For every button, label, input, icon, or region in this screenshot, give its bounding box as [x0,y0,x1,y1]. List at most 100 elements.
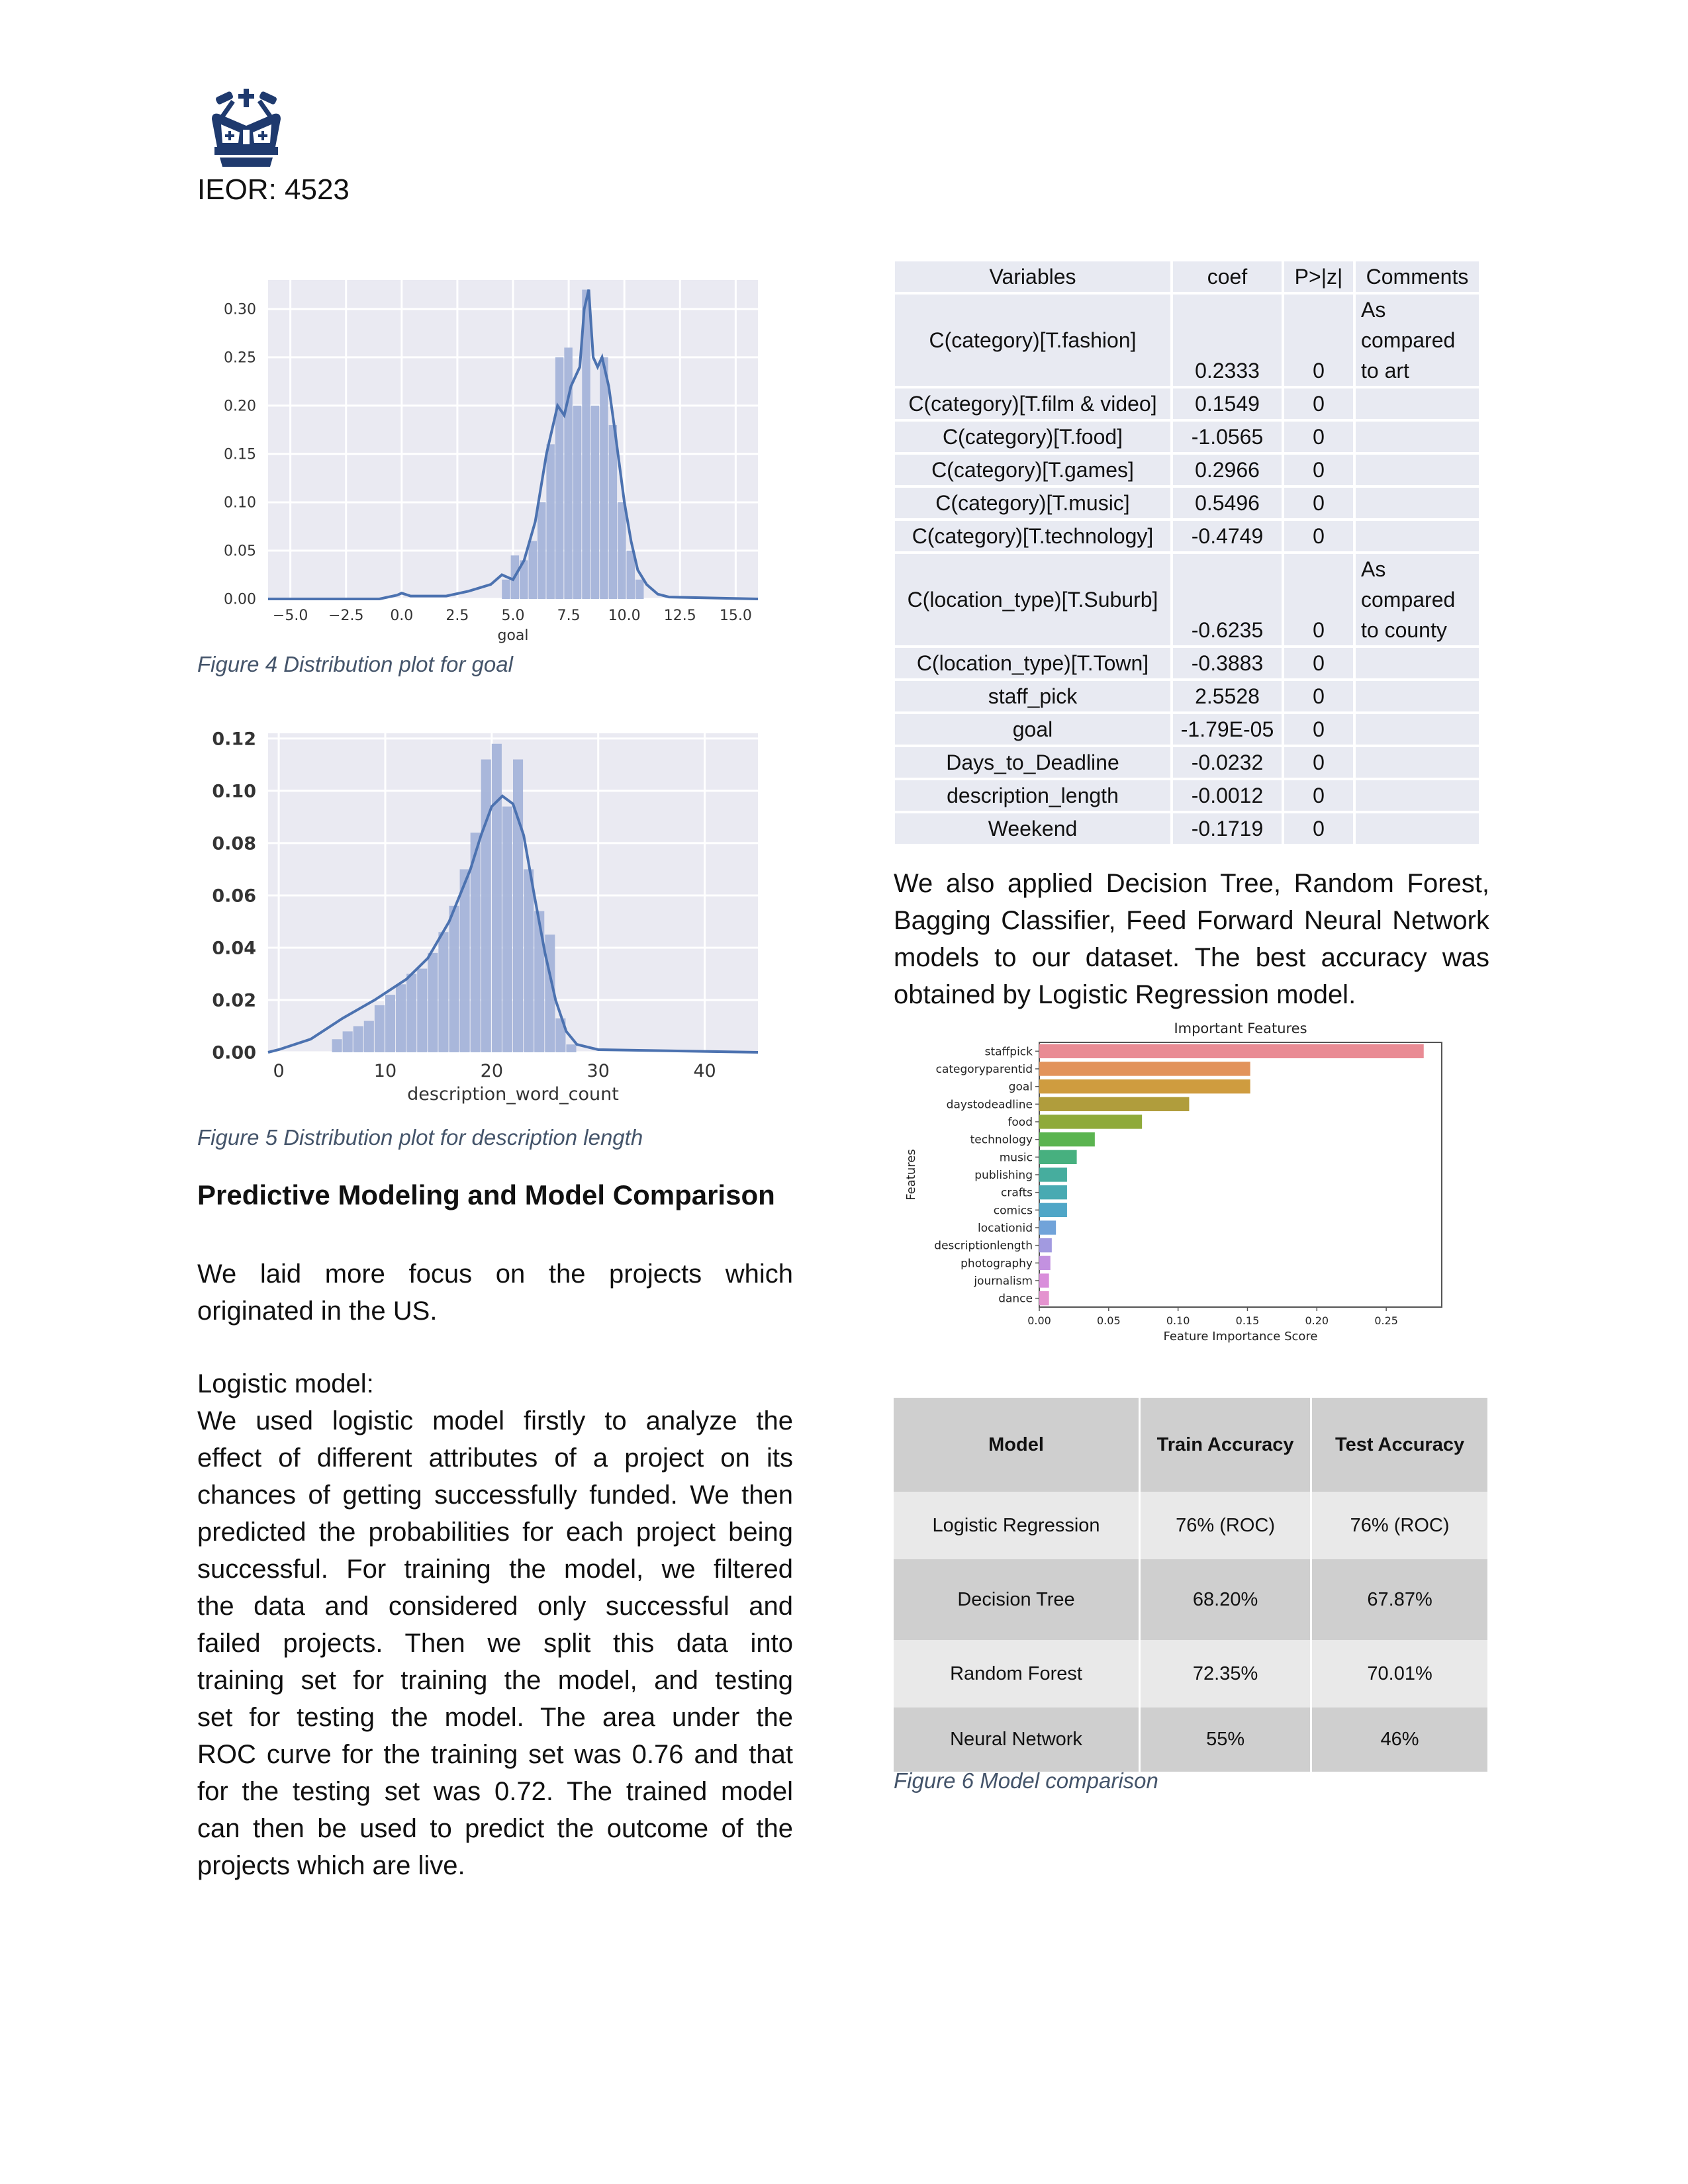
kde-curve [267,794,759,1054]
histogram-bar [608,425,618,599]
y-tick-label: 0.04 [212,938,256,958]
histogram-bar [502,806,512,1052]
histogram-bar [590,405,600,599]
chart-title: Important Features [1174,1021,1307,1036]
importance-bar [1039,1255,1051,1270]
histogram-bar [566,1044,577,1052]
logistic-paragraph-line: effect of different attributes of a proj… [197,1443,793,1473]
importance-bar [1039,1097,1190,1111]
histogram-bar [513,759,524,1052]
feature-label: goal [1009,1081,1033,1094]
comment-line: to county [1361,618,1447,642]
table-row: goal -1.79E-05 0 [895,714,1479,745]
importance-bar [1039,1150,1077,1164]
importance-bar [1039,1079,1250,1094]
coef-cell: -0.0232 [1173,747,1282,778]
histogram-bar [459,869,470,1052]
x-tick-label: 12.5 [664,608,696,624]
x-tick-label: 20 [481,1061,503,1081]
x-tick-label: 10.0 [608,608,641,624]
comment-line: to art [1361,359,1409,383]
variable-cell: Days_to_Deadline [895,747,1170,778]
y-tick-label: 0.12 [212,729,256,749]
feature-label: technology [970,1134,1033,1147]
histogram-bar [417,968,428,1052]
coef-cell: -1.79E-05 [1173,714,1282,745]
column-header: P>|z| [1284,261,1353,292]
histogram-bar [342,1031,353,1052]
histogram-bar [491,743,502,1052]
x-tick-label: 0.05 [1097,1314,1121,1327]
histogram-bar [438,932,449,1052]
test-accuracy-cell: 70.01% [1311,1640,1489,1707]
feature-importance-chart: Important Features staffpick categoryparen… [904,1021,1442,1343]
histogram-bar [555,1018,566,1052]
models-paragraph-line: obtained by Logistic Regression model. [894,980,1356,1009]
coef-cell: 0.2333 [1173,295,1282,386]
x-tick-label: −5.0 [273,608,308,624]
test-accuracy-cell: 67.87% [1311,1559,1489,1640]
comment-cell [1356,747,1479,778]
y-tick-label: 0.06 [212,886,256,906]
importance-bar [1039,1185,1067,1200]
p-value-cell: 0 [1284,488,1353,518]
comment-cell [1356,488,1479,518]
histogram-bar [573,405,582,599]
column-header: Variables [895,261,1170,292]
feature-label: descriptionlength [934,1240,1033,1253]
variable-cell: C(category)[T.film & video] [895,388,1170,419]
p-value-cell: 0 [1284,780,1353,811]
p-value-cell: 0 [1284,747,1353,778]
table-row: staff_pick 2.5528 0 [895,681,1479,711]
coef-cell: -0.3883 [1173,648,1282,678]
coef-cell: 0.2966 [1173,455,1282,485]
logistic-paragraph-line: projects which are live. [197,1851,465,1880]
y-tick-label: 0.08 [212,833,256,854]
histogram-bar [534,911,545,1052]
importance-bar [1039,1291,1049,1306]
variable-cell: goal [895,714,1170,745]
logistic-model-paragraph: We used logistic model firstly to analyz… [197,1402,793,1884]
train-accuracy-cell: 68.20% [1139,1559,1313,1640]
histogram-bar [618,502,626,599]
histogram-bar [538,502,546,599]
histogram-bar [600,357,608,599]
x-tick-label: 30 [587,1061,610,1081]
table-row: description_length -0.0012 0 [895,780,1479,811]
feature-label: food [1008,1116,1033,1129]
regression-coefficients-table: Variables coef P>|z| Comments C(category)[T.… [892,259,1481,846]
x-tick-label: 0.0 [390,608,413,624]
table-row: Logistic Regression 76% (ROC) 76% (ROC) [894,1492,1489,1559]
histogram-bar [374,1005,385,1052]
x-tick-label: 0 [273,1061,284,1081]
feature-label: journalism [973,1275,1033,1288]
x-tick-label: −2.5 [328,608,363,624]
p-value-cell: 0 [1284,422,1353,452]
column-header: Model [894,1398,1141,1492]
x-tick-label: 0.25 [1374,1314,1398,1327]
logistic-model-label: Logistic model: [197,1369,374,1398]
x-axis-label: description_word_count [407,1084,619,1105]
table-row: C(category)[T.music] 0.5496 0 [895,488,1479,518]
kde-curve [268,289,759,600]
variable-cell: C(category)[T.food] [895,422,1170,452]
feature-label: music [1000,1151,1033,1164]
table-header-row: Model Train Accuracy Test Accuracy [894,1398,1489,1492]
comment-cell [1356,813,1479,844]
models-paragraph-line: Bagging Classifier, Feed Forward Neural … [894,906,1489,935]
table-header-row: Variables coef P>|z| Comments [895,261,1479,292]
table-row: Random Forest 72.35% 70.01% [894,1640,1489,1707]
table-row: C(category)[T.games] 0.2966 0 [895,455,1479,485]
x-tick-label: 10 [374,1061,397,1081]
comment-cell [1356,521,1479,551]
feature-label: categoryparentid [936,1063,1033,1076]
comment-line: As [1361,298,1386,322]
p-value-cell: 0 [1284,681,1353,711]
x-tick-label: 2.5 [445,608,469,624]
x-tick-label: 0.00 [1027,1314,1051,1327]
y-tick-label: 0.20 [224,398,256,415]
y-tick-label: 0.30 [224,302,256,318]
x-tick-label: 15.0 [720,608,752,624]
figure-6-caption: Figure 6 Model comparison [894,1768,1158,1793]
importance-bar [1039,1220,1056,1235]
